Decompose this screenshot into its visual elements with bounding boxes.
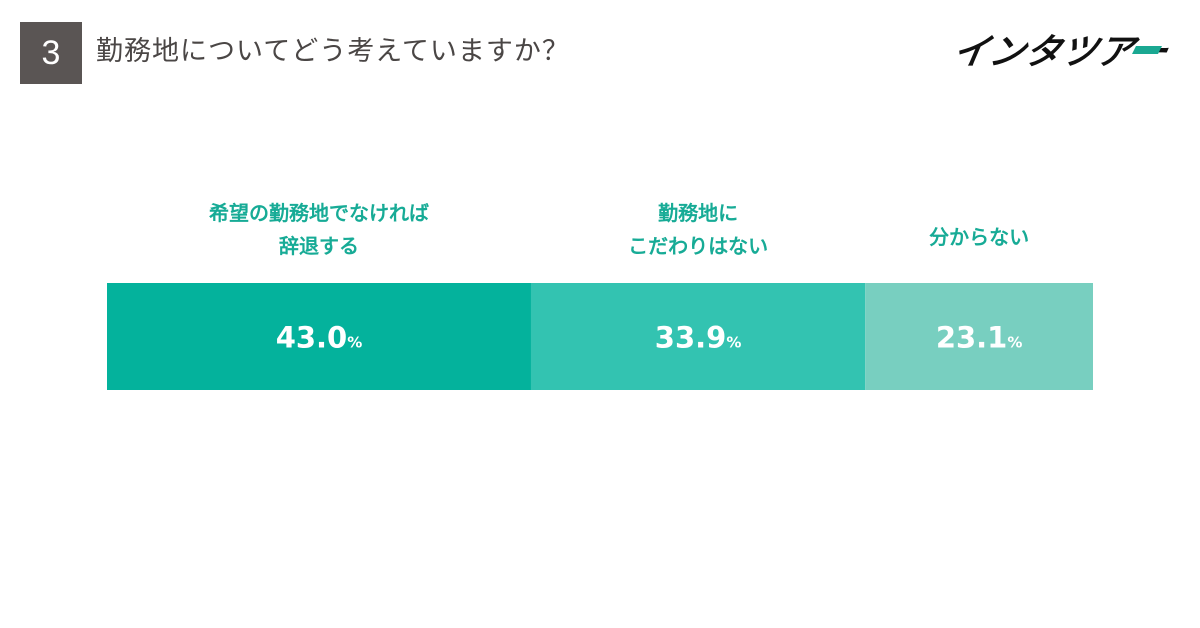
category-label-0: 希望の勤務地でなければ 辞退する	[139, 197, 499, 263]
bar-value-label-1: 33.9%	[655, 321, 742, 355]
brand-logo-mark: インタツアー	[956, 30, 1173, 72]
category-label-line: こだわりはない	[628, 234, 769, 258]
category-label-line: 分からない	[929, 225, 1030, 249]
question-title: 勤務地についてどう考えていますか？	[96, 36, 570, 67]
bar-value-label-2: 23.1%	[936, 321, 1023, 355]
bar-value-label-0: 43.0%	[276, 321, 363, 355]
brand-logo: インタツアー	[956, 26, 1176, 72]
bar-segment-0	[107, 283, 531, 390]
category-label-2: 分からない	[799, 221, 1159, 254]
category-label-1: 勤務地にこだわりはない	[518, 197, 878, 263]
bar-segment-1	[530, 283, 866, 390]
question-number-badge: 3	[20, 22, 82, 84]
category-label-line: 辞退する	[278, 234, 359, 258]
category-label-line: 希望の勤務地でなければ	[208, 201, 429, 225]
bar-segment-2	[865, 283, 1093, 390]
category-label-line: 勤務地に	[658, 201, 739, 225]
